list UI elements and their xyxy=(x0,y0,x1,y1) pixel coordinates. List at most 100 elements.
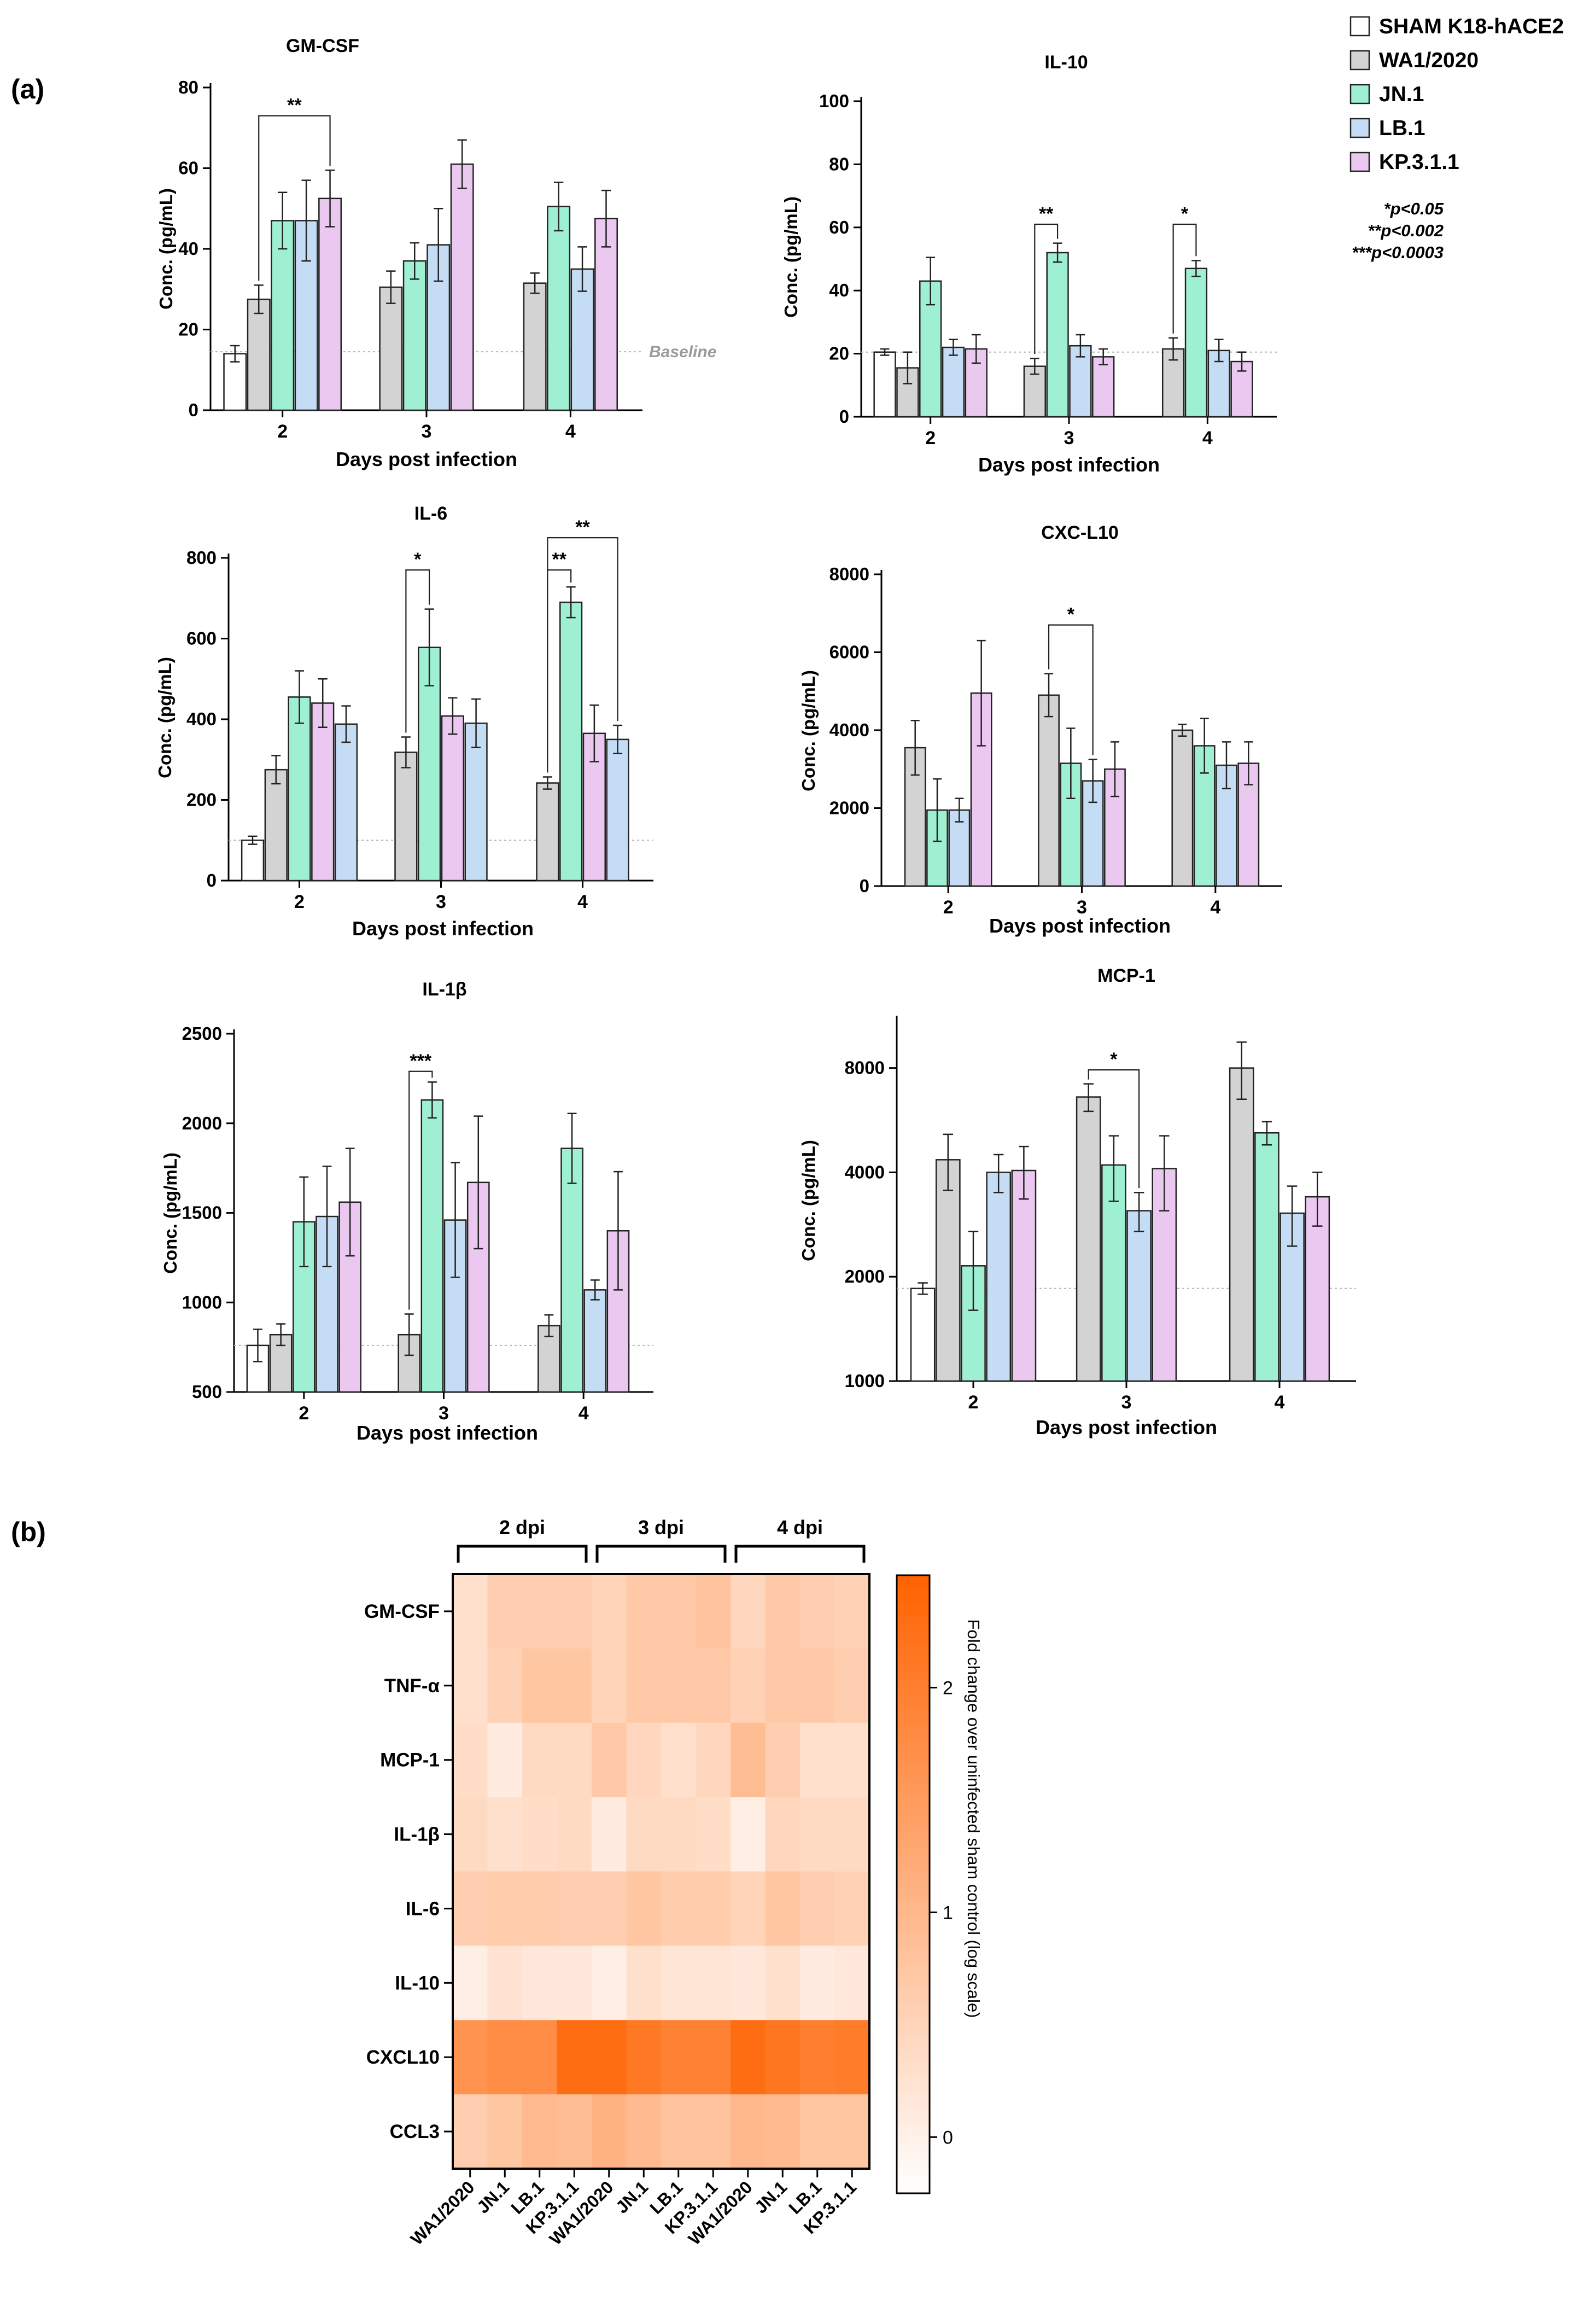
heatmap-cell xyxy=(453,1946,488,2020)
y-tick-label: 0 xyxy=(207,870,217,890)
x-tick-label: 3 xyxy=(439,1403,449,1424)
y-tick-label: 500 xyxy=(192,1382,222,1402)
x-axis-label: Days post infection xyxy=(336,448,517,470)
heatmap-cell xyxy=(834,1871,870,1946)
pvalue-note: ***p<0.0003 xyxy=(1352,243,1444,262)
heatmap-cell xyxy=(731,1648,766,1723)
bar xyxy=(264,768,288,882)
bar xyxy=(288,696,311,882)
chart-il1b: IL-1β Conc. (pg/mL) Days post infection 500… xyxy=(160,979,653,1444)
heatmap-cell xyxy=(453,1797,488,1872)
heatmap-cell xyxy=(626,1797,662,1872)
significance-bracket xyxy=(547,537,618,773)
heatmap-cell xyxy=(765,2020,801,2095)
heatmap-cell xyxy=(522,2020,558,2095)
x-tick-label: 2 xyxy=(943,897,954,918)
colorbar-tick-label: 2 xyxy=(943,1678,953,1698)
heatmap-cell xyxy=(731,1722,766,1798)
dpi-group-label: 4 dpi xyxy=(777,1516,823,1539)
y-tick-label: 20 xyxy=(178,319,198,340)
legend-swatch xyxy=(1349,16,1370,37)
heatmap-cell xyxy=(696,1946,731,2020)
heatmap-row-label: CCL3 xyxy=(390,2121,440,2142)
heatmap-col-label: WA1/2020 xyxy=(407,2177,478,2249)
legend: SHAM K18-hACE2 WA1/2020 JN.1 LB.1 KP.3.1.1 *p… xyxy=(1349,15,1564,262)
bar xyxy=(523,282,547,411)
y-tick-label: 40 xyxy=(178,238,198,259)
heatmap-cell xyxy=(765,1574,801,1649)
heatmap-cell xyxy=(800,1648,836,1723)
bar xyxy=(583,1289,607,1393)
heatmap-cell xyxy=(626,1722,662,1798)
heatmap-cell xyxy=(592,1871,627,1946)
significance-label: * xyxy=(1067,604,1075,625)
heatmap-cell xyxy=(626,1648,662,1723)
heatmap-cell xyxy=(696,1648,731,1723)
heatmap-cell xyxy=(557,1946,592,2020)
bar xyxy=(420,1099,444,1393)
heatmap-cell xyxy=(592,1722,627,1798)
significance-bracket xyxy=(1088,1069,1140,1189)
chart-il6: IL-6 Conc. (pg/mL) Days post infection 0 200… xyxy=(155,503,653,940)
y-tick-label: 20 xyxy=(829,343,849,364)
chart-mcp1: MCP-1 Conc. (pg/mL) Days post infection 100… xyxy=(798,965,1356,1438)
colorbar-tick-label: 1 xyxy=(943,1902,953,1923)
heatmap-col-label: JN.1 xyxy=(473,2177,513,2217)
significance-bracket xyxy=(1034,223,1059,354)
heatmap-cell xyxy=(834,2094,870,2169)
heatmap-cell xyxy=(557,1871,592,1946)
heatmap-cell xyxy=(731,1946,766,2020)
heatmap-row-label: MCP-1 xyxy=(380,1750,440,1771)
significance-bracket xyxy=(408,1070,433,1310)
significance-label: * xyxy=(1181,203,1189,224)
chart-title: IL-6 xyxy=(414,503,447,524)
x-tick-label: 4 xyxy=(577,892,588,912)
bar xyxy=(1171,729,1194,887)
bar xyxy=(986,1172,1012,1382)
heatmap-cell xyxy=(592,1797,627,1872)
bar xyxy=(570,268,594,411)
chart-il10: IL-10 Conc. (pg/mL) Days post infection 0 20… xyxy=(781,52,1277,476)
x-tick-label: 3 xyxy=(1121,1392,1132,1413)
heatmap-cell xyxy=(557,1797,592,1872)
pvalue-note: *p<0.05 xyxy=(1384,199,1444,218)
bar xyxy=(450,163,474,411)
y-tick-label: 6000 xyxy=(829,642,869,662)
x-tick-label: 2 xyxy=(925,428,936,449)
heatmap-cell xyxy=(557,1722,592,1798)
bar xyxy=(935,1159,961,1382)
y-tick-label: 1500 xyxy=(182,1203,222,1223)
significance-label: * xyxy=(414,549,422,570)
heatmap-cell xyxy=(453,1574,488,1649)
significance-bracket xyxy=(1048,624,1094,755)
y-tick-label: 0 xyxy=(860,876,869,896)
heatmap-border xyxy=(452,1573,870,2170)
x-axis-label: Days post infection xyxy=(978,453,1160,476)
heatmap-cell xyxy=(834,1946,870,2020)
bar xyxy=(241,840,265,882)
chart-title: GM-CSF xyxy=(286,36,359,56)
heatmap-cell xyxy=(487,1648,523,1723)
heatmap-cell xyxy=(487,1797,523,1872)
bar xyxy=(1046,252,1069,418)
heatmap-cell xyxy=(800,1871,836,1946)
bar-charts: GM-CSF Conc. (pg/mL) Days post infection 0 2… xyxy=(155,36,1356,1444)
heatmap-cell xyxy=(592,2094,627,2169)
significance-bracket xyxy=(405,569,430,733)
heatmap-col-label: JN.1 xyxy=(612,2177,652,2217)
heatmap-cell xyxy=(592,1946,627,2020)
heatmap-cell xyxy=(834,1648,870,1723)
heatmap-cell xyxy=(487,2020,523,2095)
y-axis-label: Conc. (pg/mL) xyxy=(160,1152,180,1274)
heatmap-cell xyxy=(661,2094,697,2169)
heatmap-cell xyxy=(453,2094,488,2169)
x-tick-label: 4 xyxy=(579,1403,589,1424)
bar xyxy=(606,738,629,882)
heatmap-cell xyxy=(487,1722,523,1798)
chart-title: CXC-L10 xyxy=(1041,522,1119,543)
heatmap-row-label: GM-CSF xyxy=(364,1601,440,1622)
heatmap-cell xyxy=(487,1574,523,1649)
heatmap-cell xyxy=(522,2094,558,2169)
heatmap-row-label: TNF-α xyxy=(384,1675,440,1697)
